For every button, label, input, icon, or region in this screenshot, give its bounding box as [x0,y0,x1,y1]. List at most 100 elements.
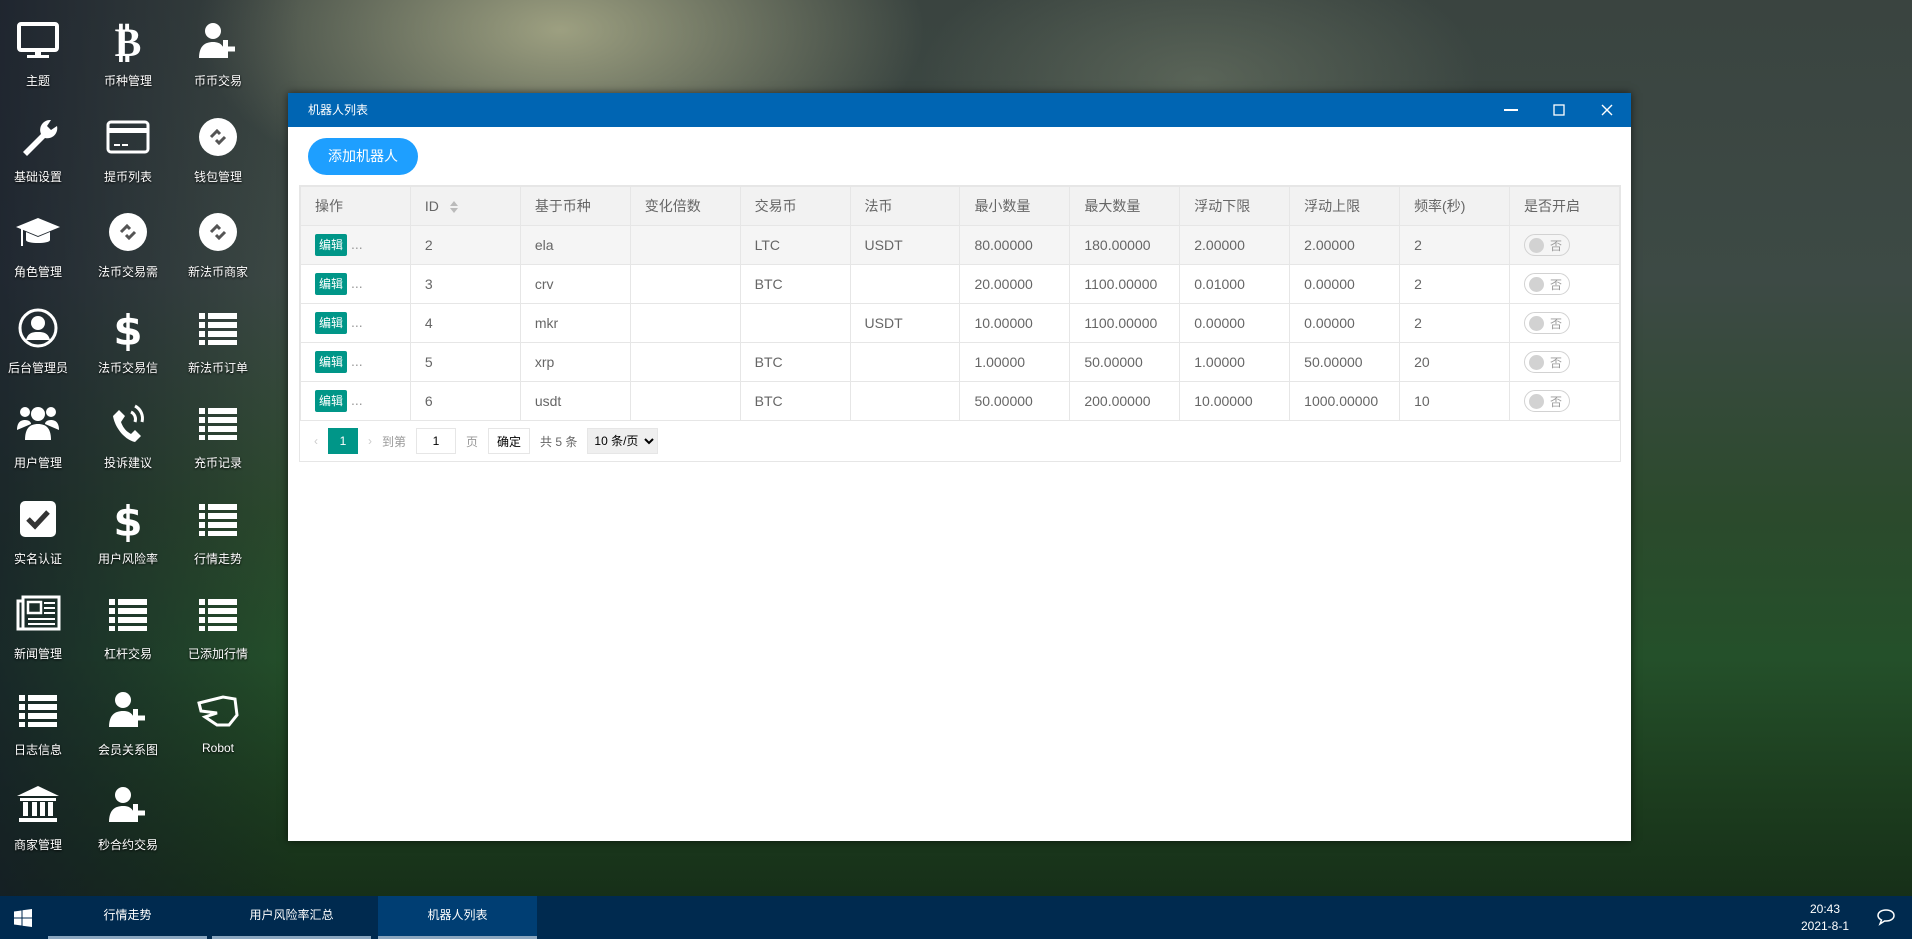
desktop-icon-2[interactable]: ₿ 币种管理 [78,18,178,89]
desktop-icon-23[interactable]: 会员关系图 [78,687,178,758]
enabled-cell: 否 [1508,303,1621,343]
desktop-icon-8[interactable]: 法币交易需 [78,209,178,280]
desktop-icon-15[interactable]: 充币记录 [168,400,268,471]
page-1[interactable]: 1 [328,428,358,454]
clock[interactable]: 20:43 2021-8-1 [1790,901,1860,935]
edit-button[interactable]: 编辑 [315,351,348,373]
table-cell: 2 [409,225,521,265]
desktop-icon-22[interactable]: 日志信息 [0,687,88,758]
enabled-switch[interactable]: 否 [1523,312,1570,334]
next-page-icon[interactable]: › [368,434,372,448]
more-button[interactable]: ... [351,353,363,369]
desktop-icon-25[interactable]: 商家管理 [0,782,88,853]
prev-page-icon[interactable]: ‹ [314,434,318,448]
bitcoin-icon: ₿ [115,20,142,64]
desktop-icon-12[interactable]: 新法币订单 [168,305,268,376]
column-header: 最大数量 [1069,186,1181,226]
more-button[interactable]: ... [351,275,363,291]
edit-button[interactable]: 编辑 [315,312,348,334]
enabled-switch[interactable]: 否 [1523,234,1570,256]
desktop-icon-label: 法币交易需 [97,265,158,279]
table-cell: 10.00000 [959,303,1071,343]
credit-card-icon [106,120,150,153]
desktop-icon-24[interactable]: Robot [168,687,268,755]
table-cell: BTC [739,264,851,304]
table-cell: 2 [1399,264,1510,304]
bank-icon [17,786,59,822]
desktop-icon-20[interactable]: 杠杆交易 [78,591,178,662]
taskbar-tab[interactable]: 用户风险率汇总 [212,896,371,939]
desktop-icon-label: 杠杆交易 [103,647,152,661]
desktop-icon-3[interactable]: 币币交易 [168,18,268,89]
actions-cell: 编辑... [300,225,411,265]
edit-button[interactable]: 编辑 [315,234,348,256]
desktop-icon-18[interactable]: 行情走势 [168,496,268,567]
taskbar-tab[interactable]: 机器人列表 [378,896,537,939]
table-cell: 50.00000 [959,381,1071,421]
column-header: 基于币种 [519,186,631,226]
graduation-cap-icon [16,218,60,246]
desktop-icon-17[interactable]: $ 用户风险率 [78,496,178,567]
table-cell [629,381,741,421]
robot-table: 操作 ID 基于币种 变化倍数 交易币 法币 最小数量 最大数量 浮动下限 浮动上限 频率(秒) 是… [299,185,1621,462]
desktop-icon-6[interactable]: 钱包管理 [168,114,268,185]
notification-button[interactable] [1876,908,1896,931]
desktop-icon-5[interactable]: 提币列表 [78,114,178,185]
desktop-icon-label: 行情走势 [193,551,242,566]
column-header: 频率(秒) [1399,186,1510,226]
taskbar-tab[interactable]: 行情走势 [48,896,207,939]
desktop-icon-11[interactable]: $ 法币交易信 [78,305,178,376]
column-header[interactable]: ID [409,186,521,226]
enabled-switch[interactable]: 否 [1523,273,1570,295]
table-row: 编辑... 5 xrp BTC 1.00000 50.00000 1.00000 50.000… [300,342,1621,382]
table-cell [849,342,961,382]
more-button[interactable]: ... [351,314,363,330]
svg-text:$: $ [113,497,142,542]
edit-button[interactable]: 编辑 [315,390,348,412]
table-cell: xrp [519,342,631,382]
window-title: 机器人列表 [308,103,369,117]
desktop-icon-19[interactable]: 新闻管理 [0,591,88,662]
more-button[interactable]: ... [351,236,363,252]
column-header-label: 变化倍数 [644,198,701,214]
enabled-switch[interactable]: 否 [1523,351,1570,373]
table-cell: 0.00000 [1179,303,1291,343]
column-header-label: 基于币种 [534,198,591,214]
goto-page-input[interactable] [416,428,457,454]
user-plus-icon [109,691,145,727]
close-button[interactable] [1583,93,1631,127]
page-size-select[interactable]: 10 条/页 [587,428,659,454]
enabled-switch[interactable]: 否 [1523,390,1570,412]
desktop-icon-10[interactable]: 后台管理员 [0,305,88,376]
add-robot-button[interactable]: 添加机器人 [308,138,418,175]
table-cell: 10.00000 [1179,381,1291,421]
start-button[interactable] [14,909,32,932]
minimize-button[interactable] [1487,93,1535,127]
edit-button[interactable]: 编辑 [315,273,348,295]
desktop-icon-16[interactable]: 实名认证 [0,496,88,567]
desktop-icon-label: 法币交易信 [97,360,158,375]
robot-list-window: 机器人列表 添加机器人 操作 ID 基于币种 变化倍数 交易币 法币 最小数量 最大数量 浮动… [288,93,1631,841]
table-cell: BTC [739,342,851,382]
more-button[interactable]: ... [351,392,363,408]
desktop-icon-9[interactable]: 新法币商家 [168,209,268,280]
table-cell: 20.00000 [959,264,1071,304]
desktop-icon-14[interactable]: 投诉建议 [78,400,178,471]
desktop-icon-21[interactable]: 已添加行情 [168,591,268,662]
desktop-icon-7[interactable]: 角色管理 [0,209,88,280]
desktop-icon-label: 实名认证 [13,551,62,566]
desktop-icon-label: 提币列表 [103,169,152,184]
desktop-icon-26[interactable]: 秒合约交易 [78,782,178,853]
goto-confirm-button[interactable]: 确定 [488,428,531,454]
users-icon [17,407,59,440]
table-cell: 1.00000 [959,342,1071,382]
desktop-icon-1[interactable]: 主题 [0,18,88,89]
maximize-button[interactable] [1535,93,1583,127]
chat-bubble-icon [1877,909,1895,926]
column-header-label: ID [424,198,439,214]
column-header-label: 频率(秒) [1414,198,1466,214]
window-titlebar[interactable]: 机器人列表 [288,93,1631,127]
desktop-icon-13[interactable]: 用户管理 [0,400,88,471]
sort-icon[interactable] [449,201,459,214]
desktop-icon-4[interactable]: 基础设置 [0,114,88,185]
